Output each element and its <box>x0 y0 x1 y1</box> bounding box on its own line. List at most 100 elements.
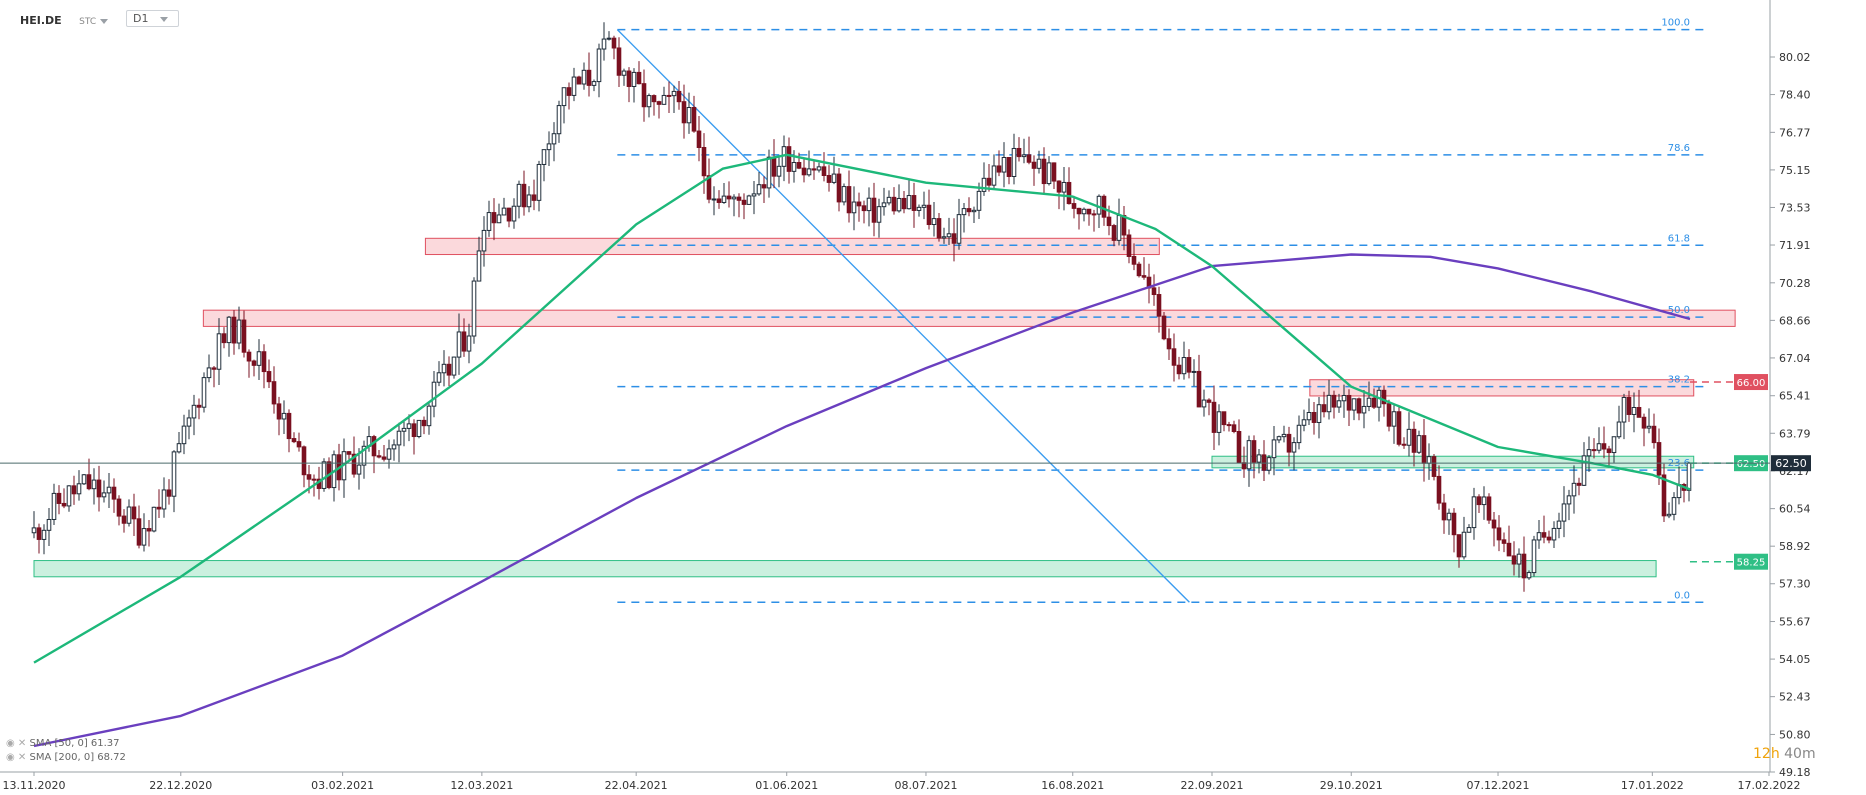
candle-up <box>236 319 242 344</box>
candle-up <box>1426 456 1432 464</box>
candle-down <box>1056 180 1062 193</box>
trendline <box>616 29 1190 603</box>
candle-up <box>1391 411 1397 427</box>
candle-up <box>511 205 517 222</box>
candle-down <box>491 212 497 224</box>
timeframe-select[interactable]: D1 <box>126 10 180 27</box>
level-tag-label: 62.50 <box>1737 459 1766 470</box>
candle-up <box>1326 394 1332 413</box>
candle-down <box>1331 394 1337 408</box>
legend-sma50[interactable]: ◉ ✕ SMA [50, 0] 61.37 <box>6 738 120 749</box>
candle-down <box>1626 396 1632 415</box>
candle-up <box>806 168 812 176</box>
sma50-line <box>33 153 1691 664</box>
candle-down <box>846 186 852 214</box>
support-zone <box>1211 455 1695 469</box>
candle-down <box>196 404 202 408</box>
candle-down <box>1261 454 1267 471</box>
candle-up <box>631 71 637 87</box>
candle-down <box>1076 207 1082 215</box>
candle-down <box>1511 555 1517 565</box>
candle-down <box>1396 411 1402 445</box>
candle-down <box>1576 482 1582 486</box>
candle-down <box>111 486 117 500</box>
candle-up <box>1291 442 1297 453</box>
y-tick-label: 63.79 <box>1779 427 1811 440</box>
candle-down <box>121 515 127 524</box>
candle-up <box>561 87 567 107</box>
candle-down <box>821 166 827 176</box>
candle-down <box>521 183 527 208</box>
candle-up <box>1366 397 1372 407</box>
candle-up <box>946 233 952 238</box>
sma-layer <box>33 153 1691 748</box>
legend-sma200[interactable]: ◉ ✕ SMA [200, 0] 68.72 <box>6 752 126 763</box>
candle-down <box>1016 147 1022 158</box>
candle-down <box>1226 424 1232 427</box>
candle-up <box>141 528 147 546</box>
candle-up <box>1276 436 1282 441</box>
candle-up <box>151 506 157 532</box>
candle-up <box>1561 503 1567 522</box>
candle-up <box>1551 527 1557 541</box>
candle-up <box>591 81 597 86</box>
candle-up <box>606 37 612 40</box>
candle-up <box>976 190 982 211</box>
timeframe-box[interactable]: D1 <box>126 10 180 27</box>
candle-up <box>41 529 47 540</box>
candle-down <box>716 198 722 203</box>
candle-down <box>1491 519 1497 529</box>
visibility-icon[interactable]: ◉ ✕ <box>6 752 27 763</box>
x-tick-label: 03.02.2021 <box>311 779 374 792</box>
candle-down <box>696 130 702 148</box>
candle-up <box>1461 531 1467 558</box>
candle-down <box>726 195 732 200</box>
y-tick-label: 68.66 <box>1779 314 1811 327</box>
candle-up <box>401 427 407 432</box>
candle-down <box>1541 532 1547 538</box>
symbol-label[interactable]: HEI.DE STC <box>20 14 109 27</box>
candle-up <box>546 143 552 151</box>
candle-down <box>636 71 642 85</box>
candle-up <box>281 412 287 420</box>
fib-level-label: 38.2 <box>1668 375 1690 386</box>
chevron-down-icon <box>100 19 109 24</box>
candle-down <box>1641 416 1647 429</box>
candle-down <box>1196 370 1202 408</box>
candle-down <box>346 451 352 455</box>
visibility-icon[interactable]: ◉ ✕ <box>6 738 27 749</box>
fib-level-label: 0.0 <box>1674 590 1690 601</box>
candle-down <box>1041 158 1047 185</box>
candle-down <box>676 90 682 103</box>
candle-up <box>181 425 187 445</box>
candle-up <box>916 206 922 211</box>
candle-up <box>476 250 482 282</box>
candle-up <box>1611 436 1617 454</box>
x-tick-label: 16.08.2021 <box>1041 779 1104 792</box>
current-price-tag-label: 62.50 <box>1775 457 1807 470</box>
candle-up <box>1571 482 1577 497</box>
y-tick-label: 71.91 <box>1779 239 1811 252</box>
candle-up <box>941 236 947 239</box>
resistance-zone <box>202 309 1736 327</box>
candle-down <box>1051 162 1057 182</box>
candle-down <box>381 456 387 460</box>
candle-down <box>1656 442 1662 476</box>
candle-up <box>161 489 167 510</box>
candle-down <box>1546 536 1552 541</box>
candle-down <box>96 479 102 498</box>
support-zone <box>33 560 1657 578</box>
candle-up <box>1616 421 1622 438</box>
candle-down <box>1236 431 1242 464</box>
y-tick-label: 70.28 <box>1779 277 1811 290</box>
candle-down <box>1231 424 1237 433</box>
axis-layer: 80.02 78.40 76.77 75.15 73.53 71.91 70.28 68.66… <box>0 0 1811 792</box>
asset-class-select[interactable]: STC <box>79 17 109 27</box>
candle-down <box>771 156 777 177</box>
candle-up <box>51 492 57 520</box>
candle-up <box>1036 158 1042 169</box>
y-tick-label: 54.05 <box>1779 653 1811 666</box>
candle-up <box>931 218 937 226</box>
candle-up <box>451 356 457 376</box>
